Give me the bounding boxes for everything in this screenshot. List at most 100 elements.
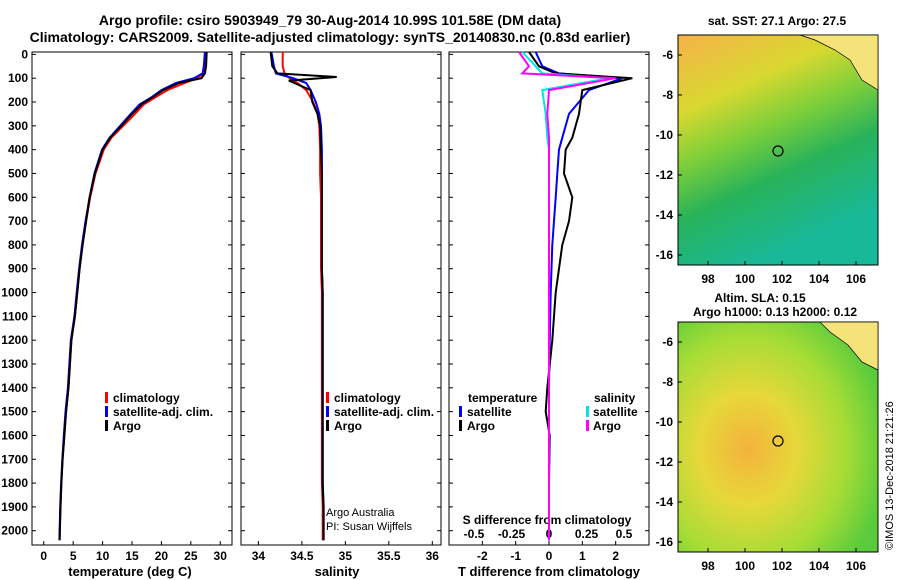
map-lat-label: -8: [662, 375, 673, 389]
figure-title-line1: Argo profile: csiro 5903949_79 30-Aug-20…: [99, 12, 561, 28]
s-tick-label: -0.5: [464, 527, 485, 541]
legend-swatch-s-satellite: [586, 406, 589, 417]
depth-tick-label: 800: [8, 238, 28, 252]
map-lat-label: -10: [656, 415, 674, 429]
series-line-climatology: [58, 51, 208, 541]
map-lat-label: -14: [656, 208, 674, 222]
credit-pi: PI: Susan Wijffels: [326, 521, 412, 533]
temperature-x-axis: 0 5 10 15 20 25 30: [40, 541, 227, 563]
map-lon-label: 104: [809, 272, 829, 286]
series-line-s-argo: [518, 51, 616, 541]
x-tick-label: 0: [546, 549, 553, 563]
legend-label-s-argo: Argo: [593, 419, 621, 433]
map-lon-label: 102: [772, 272, 792, 286]
map-lon-label: 106: [846, 272, 866, 286]
temperature-legend: climatology satellite-adj. clim. Argo: [105, 391, 213, 433]
s-tick-label: 0.25: [575, 527, 599, 541]
x-tick-label: 35.5: [377, 549, 401, 563]
map-lat-label: -12: [656, 168, 674, 182]
depth-tick-label: 500: [8, 166, 28, 180]
argo-location-marker: [772, 145, 784, 157]
legend-swatch-satellite: [326, 406, 329, 417]
map-lat-label: -16: [656, 535, 674, 549]
depth-axis: 0 100 200 300 400 500 600 700 800 900 1000 1100 1200…: [1, 47, 649, 538]
depth-tick-label: 400: [8, 143, 28, 157]
map-lat-label: -8: [662, 88, 673, 102]
legend-swatch-climatology: [105, 392, 108, 403]
map-lat-label: -10: [656, 128, 674, 142]
depth-tick-label: 1600: [1, 428, 28, 442]
depth-tick-label: 300: [8, 119, 28, 133]
x-tick-label: 15: [125, 549, 139, 563]
depth-tick-label: 1700: [1, 452, 28, 466]
legend-label-climatology: climatology: [113, 391, 180, 405]
legend-title-temperature: temperature: [468, 391, 538, 405]
sla-map-title-line2: Argo h1000: 0.13 h2000: 0.12: [693, 305, 857, 319]
depth-tick-label: 1900: [1, 500, 28, 514]
legend-label-satellite: satellite-adj. clim.: [113, 405, 213, 419]
map-lat-label: -12: [656, 455, 674, 469]
legend-label-t-satellite: satellite: [467, 405, 512, 419]
series-line-argo: [58, 51, 208, 541]
s-tick-label: 0.5: [616, 527, 633, 541]
sst-map: [677, 34, 879, 266]
map-lon-label: 98: [701, 272, 715, 286]
series-line-climatology: [281, 52, 324, 541]
salinity-x-axis: 34 34.5 35 35.5 36: [252, 541, 440, 563]
series-line-satellite-adj-clim-: [270, 51, 325, 541]
depth-tick-label: 1400: [1, 381, 28, 395]
imos-credit: ©IMOS 13-Dec-2018 21:21:26: [884, 401, 896, 550]
legend-label-climatology: climatology: [334, 391, 401, 405]
credit-argo-australia: Argo Australia: [326, 507, 395, 519]
x-tick-label: 10: [96, 549, 110, 563]
series-line-satellite-adj-clim-: [58, 51, 206, 541]
argo-location-marker: [772, 435, 784, 447]
sla-map-field: [677, 321, 879, 553]
series-line-argo: [269, 51, 337, 541]
legend-swatch-t-satellite: [459, 406, 462, 417]
depth-tick-label: 1200: [1, 333, 28, 347]
landmass-shape: [819, 321, 879, 371]
x-tick-label: -2: [477, 549, 488, 563]
legend-swatch-t-argo: [459, 420, 462, 431]
x-tick-label: 25: [184, 549, 198, 563]
depth-tick-label: 2000: [1, 524, 28, 538]
difference-xlabel: T difference from climatology: [458, 564, 641, 579]
salinity-legend: climatology satellite-adj. clim. Argo: [326, 391, 434, 433]
salinity-xlabel: salinity: [315, 564, 361, 579]
map-lon-label: 100: [735, 272, 755, 286]
legend-swatch-argo: [105, 420, 108, 431]
s-tick-label: -0.25: [498, 527, 526, 541]
x-tick-label: 36: [426, 549, 440, 563]
x-tick-label: 20: [155, 549, 169, 563]
depth-tick-label: 1000: [1, 286, 28, 300]
s-difference-label: S difference from climatology: [463, 513, 632, 527]
sst-map-title: sat. SST: 27.1 Argo: 27.5: [708, 14, 847, 28]
depth-tick-label: 1500: [1, 405, 28, 419]
series-line-t-argo: [528, 51, 633, 541]
depth-tick-label: 1300: [1, 357, 28, 371]
depth-tick-label: 900: [8, 262, 28, 276]
salinity-panel-frame: [240, 51, 442, 546]
sla-map-axes: -6 -8 -10 -12 -14 -16 98 100 102 104 106: [656, 335, 867, 573]
x-tick-label: 2: [612, 549, 619, 563]
sst-map-field: [677, 34, 879, 266]
depth-tick-label: 200: [8, 95, 28, 109]
difference-series: [518, 51, 633, 541]
x-tick-label: 30: [214, 549, 228, 563]
x-tick-label: -1: [510, 549, 521, 563]
legend-label-satellite: satellite-adj. clim.: [334, 405, 434, 419]
map-lon-label: 98: [701, 559, 715, 573]
map-lat-label: -14: [656, 495, 674, 509]
legend-label-argo: Argo: [113, 419, 141, 433]
salinity-series: [269, 51, 337, 541]
legend-label-t-argo: Argo: [467, 419, 495, 433]
depth-tick-label: 100: [8, 71, 28, 85]
landmass-shape: [799, 34, 879, 91]
map-lon-label: 106: [846, 559, 866, 573]
depth-tick-label: 0: [21, 47, 28, 61]
depth-tick-label: 1100: [2, 309, 28, 323]
map-lat-label: -6: [662, 48, 673, 62]
sst-map-axes: -6 -8 -10 -12 -14 -16 98 100 102 104 106: [656, 48, 867, 286]
